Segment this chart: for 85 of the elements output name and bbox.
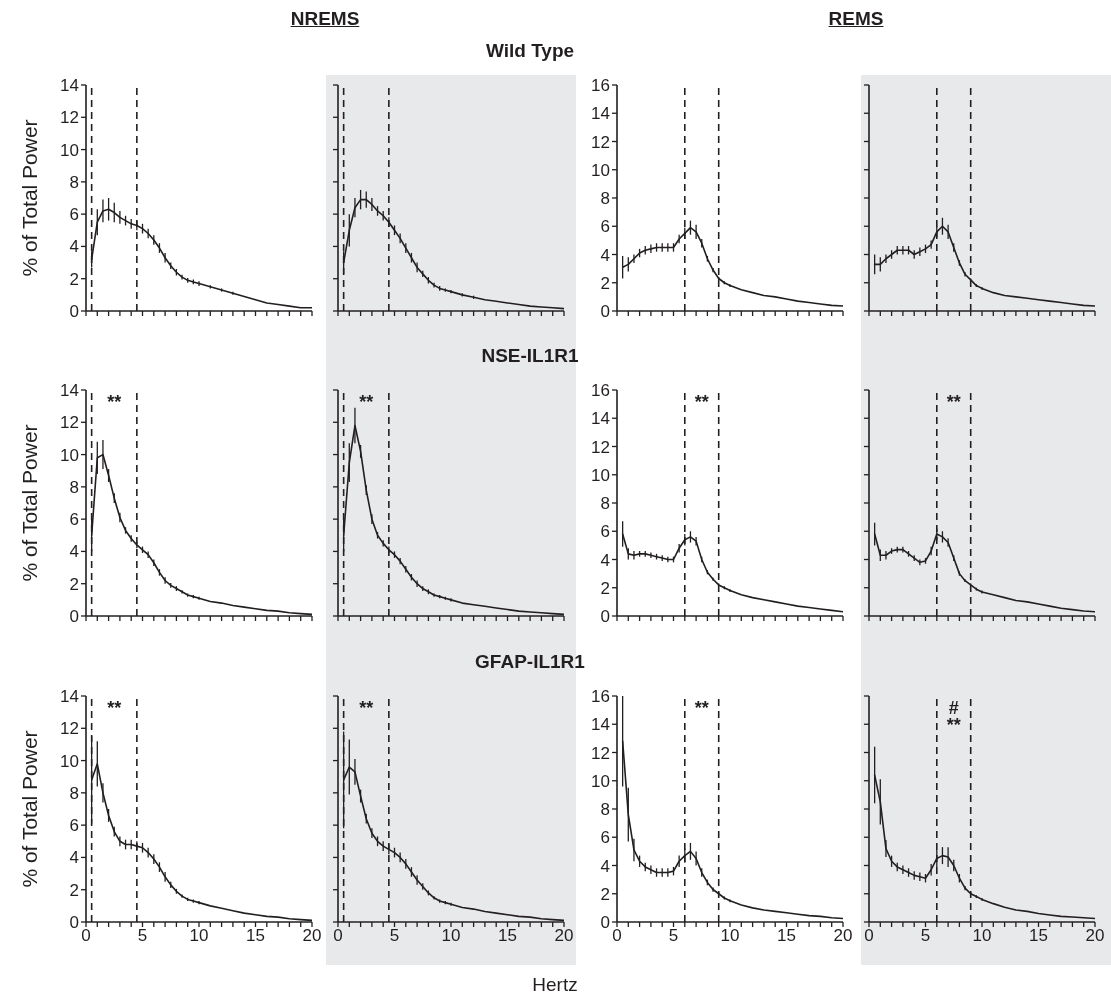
y-tick-label: 2 [600,884,610,904]
x-tick-label: 15 [1029,926,1048,946]
chart-subtitle: NSE-IL1R1 [480,345,580,367]
y-tick-label: 4 [69,542,79,562]
chart-title: NREMS [289,8,361,30]
y-axis-title: % of Total Power [18,730,42,888]
annotation: ** [359,698,374,719]
y-tick-label: 0 [69,913,79,933]
x-tick-label: 20 [554,926,574,946]
y-tick-label: 12 [60,719,79,739]
y-tick-label: 6 [600,217,610,237]
y-tick-label: 4 [600,856,610,876]
y-tick-label: 2 [600,273,610,293]
x-axis-title: Hertz [531,974,579,996]
x-tick-label: 15 [777,926,796,946]
y-tick-label: 10 [60,445,79,465]
y-axis-title: % of Total Power [18,424,42,582]
x-tick-label: 20 [833,926,853,946]
annotation: ** [694,392,709,413]
y-tick-label: 0 [69,607,79,627]
y-tick-label: 2 [69,269,79,289]
y-tick-label: 4 [69,237,79,257]
y-axis-title: % of Total Power [18,119,42,277]
y-tick-label: 14 [591,715,610,735]
y-tick-label: 6 [69,816,79,836]
x-tick-label: 10 [720,926,740,946]
x-tick-label: 15 [246,926,265,946]
y-tick-label: 0 [600,913,610,933]
x-tick-label: 10 [972,926,992,946]
x-tick-label: 20 [302,926,322,946]
y-tick-label: 2 [600,578,610,598]
chart-title: REMS [827,8,885,30]
y-tick-label: 0 [600,302,610,322]
chart-subtitle: Wild Type [484,40,576,62]
x-tick-label: 20 [1085,926,1105,946]
x-tick-label: 15 [498,926,517,946]
x-tick-label: 10 [189,926,209,946]
y-tick-label: 10 [591,160,610,180]
y-tick-label: 8 [600,494,610,514]
annotation: ** [694,698,709,719]
y-tick-label: 10 [60,751,79,771]
annotation: ** [946,392,961,413]
y-tick-label: 6 [600,522,610,542]
x-tick-label: 5 [920,926,931,946]
y-tick-label: 4 [600,245,610,265]
y-tick-label: 6 [69,205,79,225]
y-tick-label: 10 [591,771,610,791]
x-tick-label: 5 [137,926,148,946]
y-tick-label: 16 [591,76,610,96]
y-tick-label: 6 [600,828,610,848]
y-tick-label: 4 [69,848,79,868]
y-tick-label: 0 [69,302,79,322]
x-tick-label: 10 [441,926,461,946]
y-tick-label: 8 [69,172,79,192]
y-tick-label: 10 [60,140,79,160]
y-tick-label: 8 [600,800,610,820]
x-tick-label: 5 [389,926,400,946]
y-tick-label: 16 [591,381,610,401]
annotation: ** [359,392,374,413]
y-tick-label: 0 [600,607,610,627]
y-tick-label: 14 [60,687,79,707]
y-tick-label: 12 [60,413,79,433]
x-tick-label: 0 [864,926,874,946]
y-tick-label: 14 [591,409,610,429]
y-tick-label: 8 [600,189,610,209]
y-tick-label: 12 [591,743,610,763]
y-tick-label: 6 [69,510,79,530]
y-tick-label: 2 [69,880,79,900]
y-tick-label: 12 [591,437,610,457]
y-tick-label: 16 [591,687,610,707]
y-tick-label: 2 [69,574,79,594]
annotation: ** [107,698,122,719]
chart-subtitle: GFAP-IL1R1 [474,651,586,673]
y-tick-label: 12 [60,108,79,128]
y-tick-label: 12 [591,132,610,152]
y-tick-label: 10 [591,465,610,485]
x-tick-label: 0 [333,926,343,946]
y-tick-label: 14 [591,104,610,124]
y-tick-label: 8 [69,477,79,497]
y-tick-label: 14 [60,76,79,96]
annotation: ** [107,392,122,413]
y-tick-label: 4 [600,550,610,570]
y-tick-label: 8 [69,783,79,803]
x-tick-label: 5 [668,926,679,946]
y-tick-label: 14 [60,381,79,401]
